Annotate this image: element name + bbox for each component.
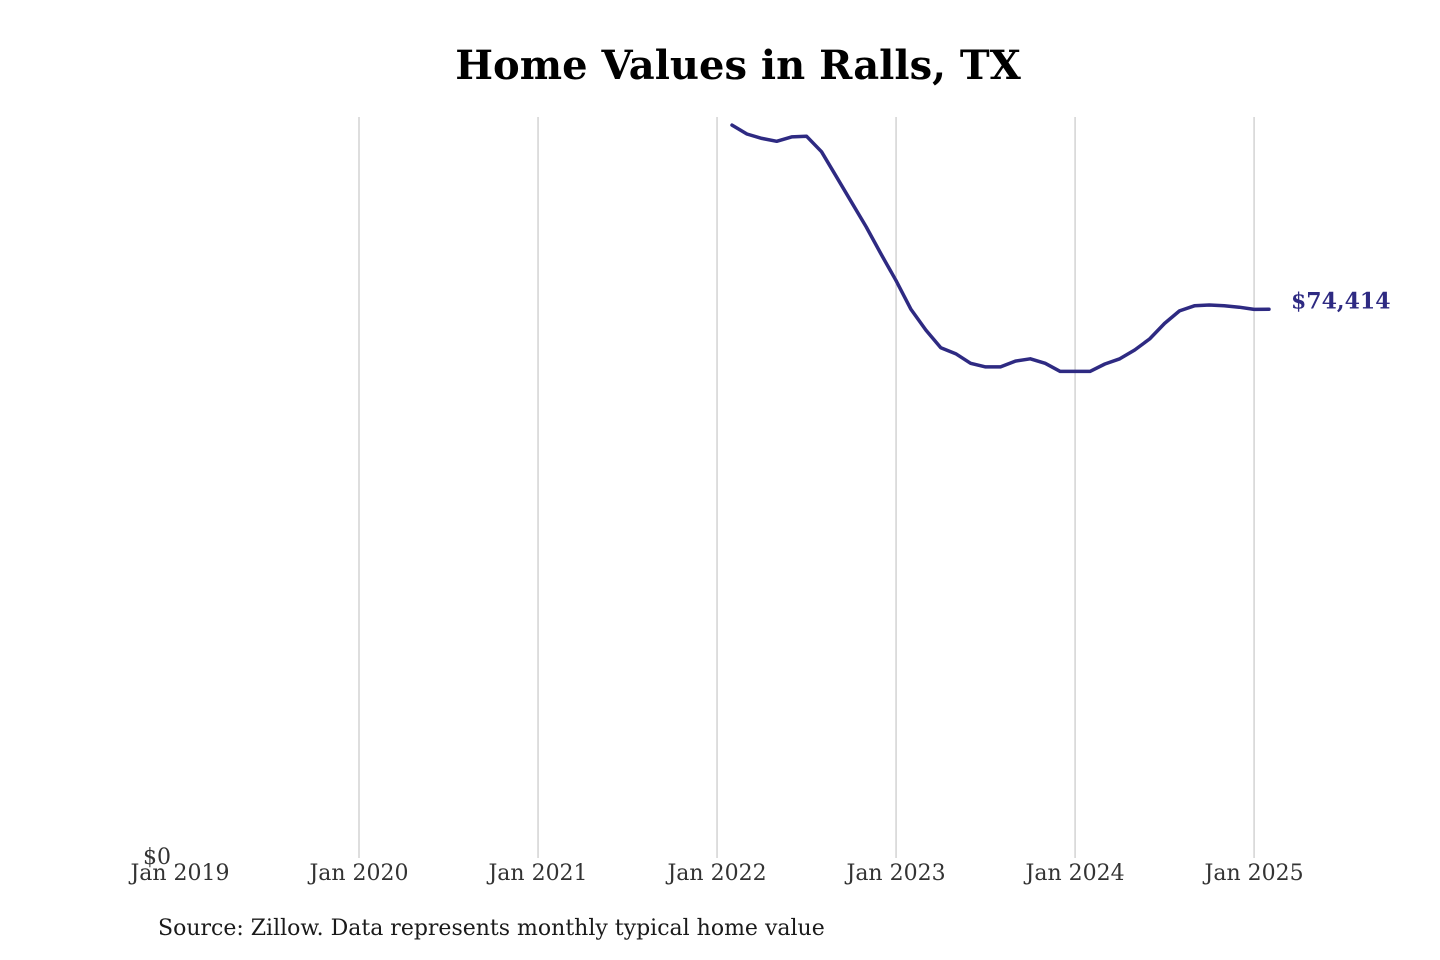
x-tick-label: Jan 2025: [1203, 861, 1304, 886]
x-tick-label: Jan 2023: [845, 861, 946, 886]
end-value-label: $74,414: [1291, 288, 1391, 314]
x-tick-label: Jan 2020: [307, 861, 408, 886]
x-tick-label: Jan 2022: [665, 861, 766, 886]
gridlines: [358, 117, 1255, 858]
chart-title: Home Values in Ralls, TX: [455, 42, 1021, 89]
x-tick-label: Jan 2019: [128, 861, 229, 886]
source-note: Source: Zillow. Data represents monthly …: [158, 916, 825, 941]
y-tick-label: $0: [143, 845, 171, 870]
series-layer: [730, 123, 1271, 374]
y-axis-tick-labels: $0: [143, 845, 171, 870]
end-label-layer: $74,414: [1291, 288, 1391, 314]
x-tick-label: Jan 2024: [1024, 861, 1125, 886]
x-axis-tick-labels: Jan 2019 Jan 2020 Jan 2021 Jan 2022 Jan 2023…: [128, 861, 1303, 886]
series-line: [730, 123, 1271, 374]
x-tick-label: Jan 2021: [486, 861, 587, 886]
